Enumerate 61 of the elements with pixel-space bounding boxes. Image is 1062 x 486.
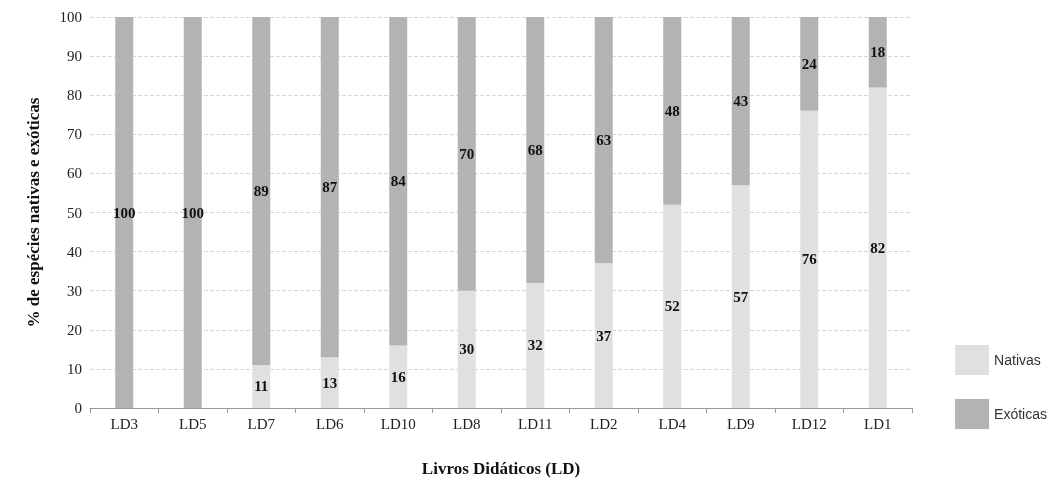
y-tick-label: 0 xyxy=(74,400,82,416)
data-label: 76 xyxy=(801,251,818,268)
x-tick-label: LD1 xyxy=(864,415,892,432)
y-tick-label: 20 xyxy=(67,321,82,338)
data-label: 87 xyxy=(322,179,338,196)
data-label: 13 xyxy=(322,374,338,391)
data-label: 52 xyxy=(664,298,680,315)
data-label: 30 xyxy=(459,341,475,358)
data-label: 82 xyxy=(870,239,886,256)
data-label: 70 xyxy=(459,145,475,162)
bar xyxy=(320,17,339,358)
y-tick-label: 30 xyxy=(67,282,82,299)
data-label: 32 xyxy=(527,337,543,354)
bar xyxy=(389,17,408,346)
y-tick-label: 50 xyxy=(67,204,82,221)
data-label: 16 xyxy=(390,368,407,385)
y-tick-label: 90 xyxy=(67,48,82,65)
data-label: 43 xyxy=(733,93,749,110)
y-tick-label: 80 xyxy=(67,87,82,104)
x-tick-label: LD5 xyxy=(179,415,207,432)
legend-label: Nativas xyxy=(994,352,1041,368)
x-tick-label: LD11 xyxy=(518,415,553,432)
bar xyxy=(457,17,476,291)
bar xyxy=(868,17,887,88)
x-tick-label: LD6 xyxy=(316,415,344,432)
data-label: 100 xyxy=(113,204,136,221)
data-label: 48 xyxy=(664,102,680,119)
data-label: 68 xyxy=(527,141,543,158)
x-tick-label: LD8 xyxy=(453,415,481,432)
bar xyxy=(183,17,202,408)
data-label: 89 xyxy=(253,182,269,199)
legend-label: Exóticas xyxy=(994,406,1048,422)
data-label: 37 xyxy=(596,327,612,344)
data-label: 18 xyxy=(870,44,886,61)
x-tick-label: LD3 xyxy=(110,415,138,432)
x-tick-label: LD2 xyxy=(590,415,618,432)
bar xyxy=(663,17,682,205)
y-tick-label: 60 xyxy=(67,165,82,182)
data-label: 11 xyxy=(254,378,269,395)
bar xyxy=(252,17,271,365)
y-tick-label: 10 xyxy=(67,360,82,377)
x-tick-label: LD4 xyxy=(658,415,687,432)
x-tick-label: LD10 xyxy=(380,415,416,432)
x-tick-label: LD12 xyxy=(791,415,827,432)
x-tick-label: LD7 xyxy=(247,415,276,432)
y-axis-title: % de espécies nativas e exóticas xyxy=(24,97,43,328)
x-tick-label: LD9 xyxy=(727,415,755,432)
data-label: 63 xyxy=(596,132,612,149)
bar xyxy=(800,17,819,111)
bar xyxy=(526,17,545,283)
bar xyxy=(731,17,750,186)
y-tick-label: 70 xyxy=(67,126,82,143)
data-label: 84 xyxy=(390,173,407,190)
data-label: 57 xyxy=(733,288,749,305)
x-axis-title: Livros Didáticos (LD) xyxy=(421,459,581,478)
bar xyxy=(594,17,613,264)
y-tick-label: 100 xyxy=(59,9,82,25)
y-tick-label: 40 xyxy=(67,243,82,260)
data-label: 24 xyxy=(801,55,818,72)
data-label: 100 xyxy=(181,204,204,221)
bar xyxy=(115,17,134,408)
